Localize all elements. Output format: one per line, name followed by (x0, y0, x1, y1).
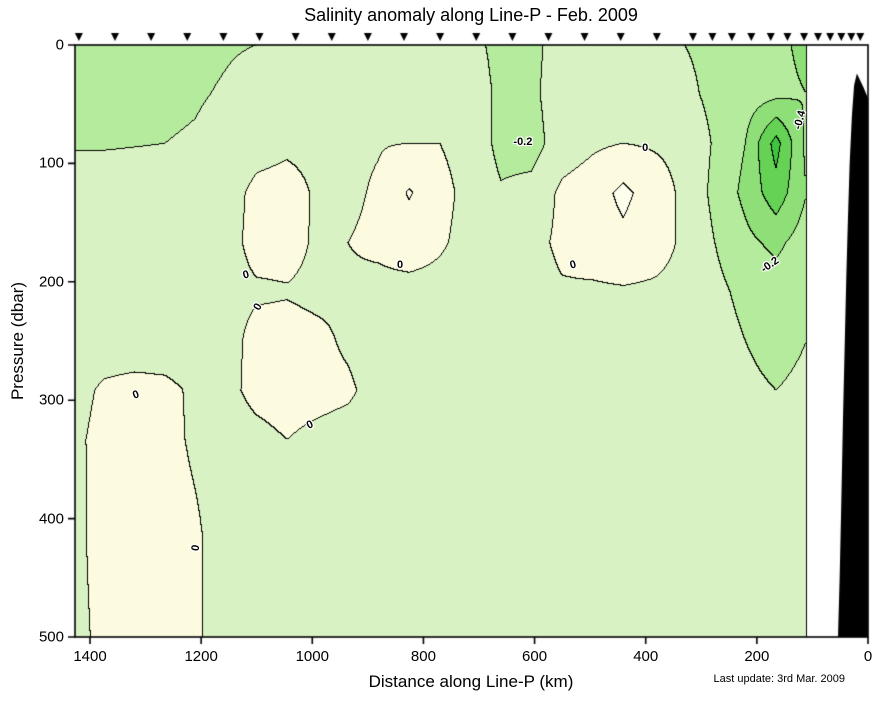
salinity-section-figure: Salinity anomaly along Line-P - Feb. 200… (0, 0, 878, 708)
contour-plot-canvas (0, 0, 878, 708)
